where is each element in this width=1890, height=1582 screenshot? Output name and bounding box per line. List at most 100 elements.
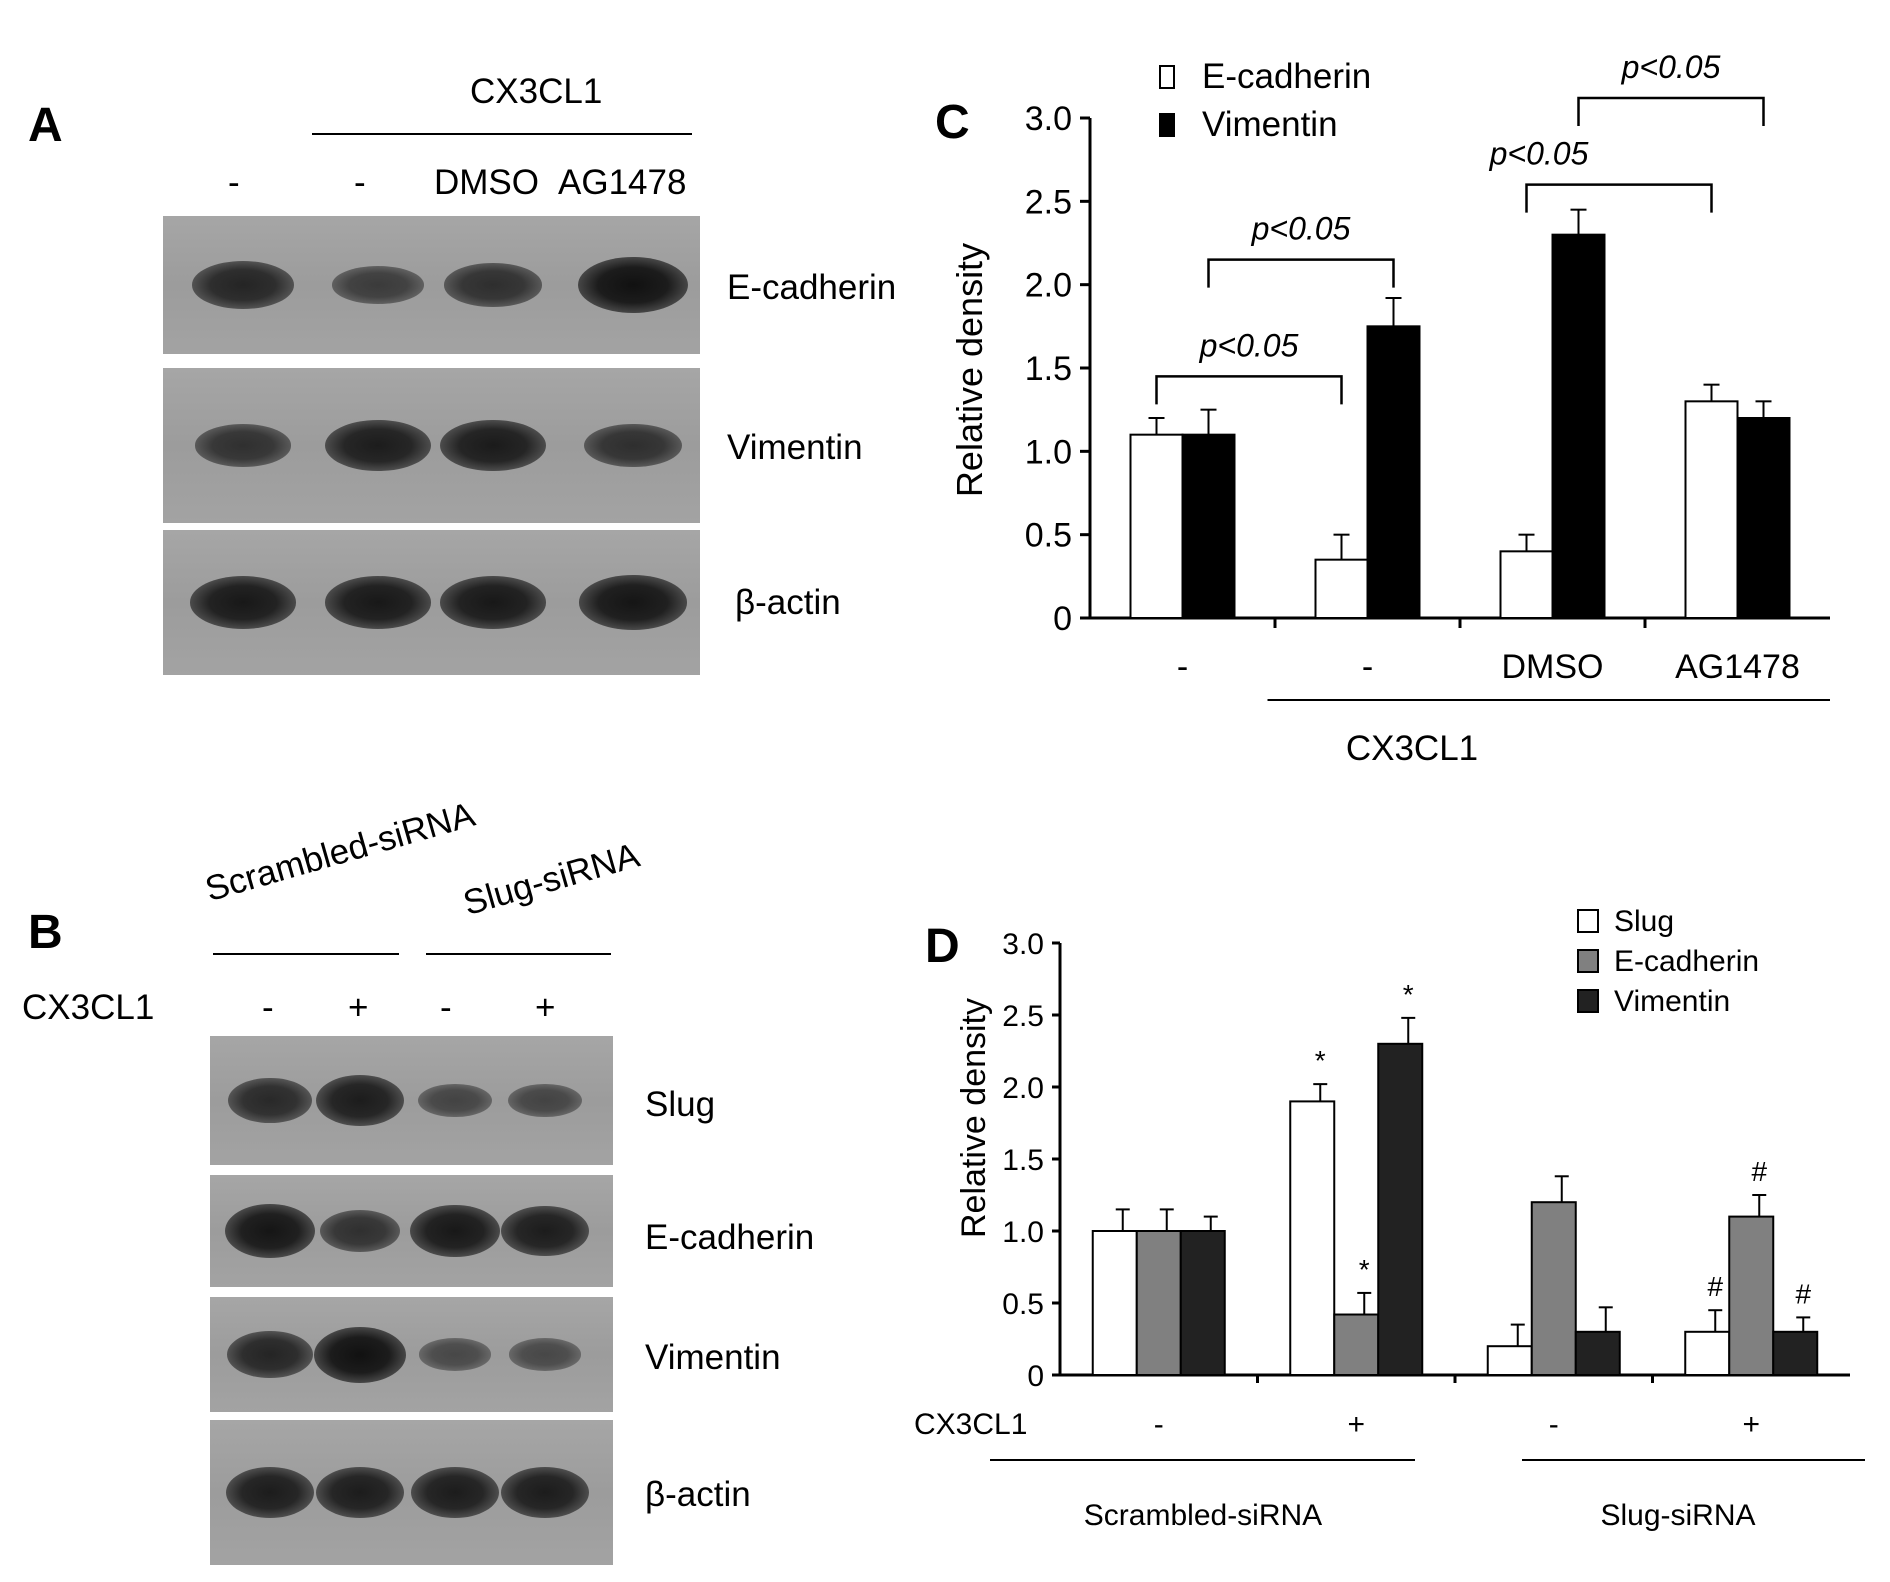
panel-b-lane-label: +: [535, 988, 556, 1027]
chart-d-category-label: +: [1347, 1408, 1365, 1441]
chart-c-significance-bracket: [1207, 258, 1395, 288]
chart-d-group-label: Slug-siRNA: [1600, 1499, 1755, 1532]
chart-d-legend-label: E-cadherin: [1614, 945, 1759, 978]
blot-band: [228, 1077, 312, 1124]
blot-band: [508, 1338, 582, 1371]
chart-d-bar: [1486, 1345, 1533, 1377]
chart-c-significance-label: p<0.05: [1621, 49, 1721, 85]
panel-a-lane-label: AG1478: [558, 163, 687, 202]
panel-b-lane-label: -: [262, 988, 274, 1027]
panel-a-letter: A: [28, 99, 63, 152]
chart-d-bar: [1574, 1330, 1621, 1376]
panel-a-treatment-rule: [312, 133, 692, 135]
chart-c-bar: [1736, 417, 1791, 619]
panel-b-blot-actin: [210, 1420, 613, 1565]
chart-d-category-label: -: [1549, 1408, 1559, 1441]
chart-d-ytick-label: 1.5: [1002, 1144, 1044, 1177]
chart-d-legend-swatch: [1577, 989, 1599, 1013]
chart-d-category-label: -: [1154, 1408, 1164, 1441]
chart-c-significance-label: p<0.05: [1199, 327, 1299, 363]
chart-c-legend-label: Vimentin: [1202, 105, 1338, 144]
chart-c-category-label: -: [1177, 648, 1188, 686]
blot-band: [411, 1467, 499, 1518]
panel-b-lane-label: -: [440, 988, 452, 1027]
blot-band: [324, 576, 432, 629]
blot-band: [578, 257, 688, 313]
blot-band: [314, 1326, 406, 1383]
chart-c-bar: [1181, 433, 1236, 619]
panel-a-treatment-header: CX3CL1: [470, 72, 603, 111]
chart-c-significance-bracket: [1577, 96, 1765, 126]
chart-c-significance-label: p<0.05: [1251, 211, 1351, 247]
chart-d-ytick-label: 1.0: [1002, 1216, 1044, 1249]
panel-a-row-label: E-cadherin: [727, 268, 897, 307]
blot-band: [226, 1467, 314, 1518]
panel-b-group-rule: [426, 953, 611, 955]
chart-c-category-label: -: [1362, 648, 1373, 686]
blot-band: [192, 261, 294, 309]
chart-c-category-label: AG1478: [1675, 648, 1800, 686]
chart-c-legend-swatch: [1159, 113, 1175, 137]
chart-d-significance-mark: #: [1707, 1271, 1723, 1302]
chart-c-ylabel: Relative density: [949, 243, 990, 497]
chart-d-significance-mark: #: [1795, 1278, 1811, 1309]
chart-d-bar: [1135, 1230, 1182, 1376]
panel-b-blot-slug: [210, 1036, 613, 1165]
chart-c: C Relative density CX3CL1 0 0.5 1.0 1.5 2.0 2…: [935, 49, 1830, 768]
chart-d-significance-mark: *: [1359, 1254, 1370, 1285]
panel-a-row-label: β-actin: [735, 583, 841, 622]
blot-band: [319, 1209, 401, 1253]
chart-d-bar: [1684, 1330, 1731, 1376]
chart-d-ytick-label: 0.5: [1002, 1288, 1044, 1321]
chart-d-significance-mark: *: [1315, 1045, 1326, 1076]
blot-band: [417, 1083, 493, 1118]
chart-d-bar: [1728, 1215, 1775, 1376]
chart-c-bar: [1499, 550, 1554, 619]
panel-b-group-label: Slug-siRNA: [458, 835, 644, 924]
blot-band: [227, 1330, 313, 1379]
chart-c-bar: [1129, 433, 1184, 619]
chart-c-legend-label: E-cadherin: [1202, 57, 1371, 96]
chart-d-bar: [1091, 1230, 1138, 1376]
chart-d-ytick-label: 2.5: [1002, 1000, 1044, 1033]
panel-b-letter: B: [28, 906, 63, 959]
chart-c-bar: [1314, 558, 1369, 620]
chart-c-ytick-label: 2.5: [1025, 183, 1072, 221]
panel-a-row-label: Vimentin: [727, 428, 863, 467]
panel-b-blot-vimentin: [210, 1297, 613, 1412]
panel-b-blot-ecadherin: [210, 1175, 613, 1287]
chart-c-significance-label: p<0.05: [1489, 136, 1589, 172]
panel-b-row-label: E-cadherin: [645, 1218, 815, 1257]
panel-b-row-label: Vimentin: [645, 1338, 781, 1377]
chart-d-ytick-label: 3.0: [1002, 928, 1044, 961]
chart-d-bar: [1179, 1230, 1226, 1376]
chart-d-bar: [1289, 1100, 1336, 1376]
chart-d-legend-swatch: [1577, 909, 1599, 933]
blot-band: [332, 266, 424, 304]
blot-band: [316, 1075, 404, 1126]
panel-c-letter: C: [935, 96, 970, 149]
blot-band: [325, 420, 431, 471]
panel-a-blot-actin: [163, 530, 700, 675]
blot-band: [418, 1338, 492, 1371]
panel-b-lane-label: +: [348, 988, 369, 1027]
panel-b-row-label: Slug: [645, 1085, 716, 1124]
chart-d-ytick-label: 2.0: [1002, 1072, 1044, 1105]
chart-c-ytick-label: 0.5: [1025, 517, 1072, 555]
blot-band: [189, 576, 297, 629]
chart-c-ytick-label: 2.0: [1025, 267, 1072, 305]
blot-band: [316, 1467, 404, 1518]
panel-d-letter: D: [925, 920, 960, 973]
chart-c-bar: [1684, 400, 1739, 620]
chart-d-category-label: +: [1742, 1408, 1760, 1441]
blot-band: [501, 1467, 589, 1518]
panel-a-blot-vimentin: [163, 368, 700, 523]
chart-d-treatment-label: CX3CL1: [914, 1408, 1027, 1441]
chart-d-legend-label: Vimentin: [1614, 985, 1730, 1018]
chart-c-ytick-label: 1.0: [1025, 433, 1072, 471]
panel-b-row-label: β-actin: [645, 1475, 751, 1514]
panel-b-group-label: Scrambled-siRNA: [200, 794, 480, 910]
chart-c-bar: [1366, 325, 1421, 619]
chart-d-bar: [1377, 1042, 1424, 1377]
chart-d-significance-mark: *: [1403, 979, 1414, 1010]
